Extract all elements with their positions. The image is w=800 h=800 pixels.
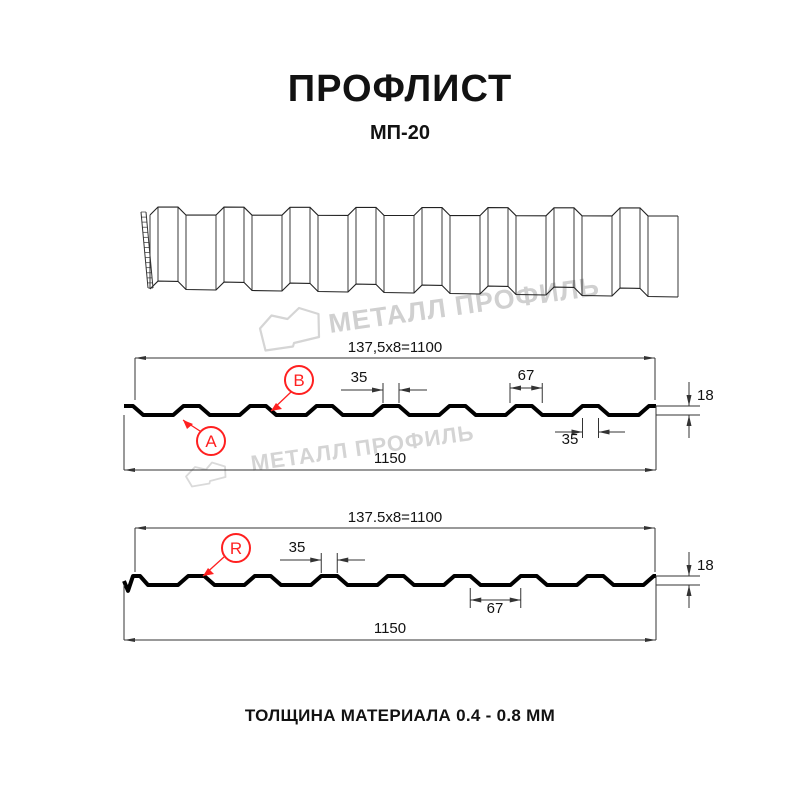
- svg-text:67: 67: [518, 367, 535, 384]
- svg-text:1150: 1150: [374, 450, 406, 467]
- svg-text:1150: 1150: [374, 620, 406, 637]
- svg-text:A: A: [205, 432, 217, 451]
- svg-text:35: 35: [289, 539, 306, 556]
- svg-text:B: B: [293, 371, 304, 390]
- svg-text:R: R: [230, 539, 242, 558]
- svg-text:137,5x8=1100: 137,5x8=1100: [348, 339, 442, 356]
- svg-text:18: 18: [697, 557, 714, 574]
- svg-text:137.5x8=1100: 137.5x8=1100: [348, 509, 442, 526]
- svg-text:35: 35: [562, 431, 579, 448]
- svg-text:67: 67: [487, 600, 504, 617]
- svg-text:35: 35: [351, 369, 368, 386]
- svg-text:18: 18: [697, 387, 714, 404]
